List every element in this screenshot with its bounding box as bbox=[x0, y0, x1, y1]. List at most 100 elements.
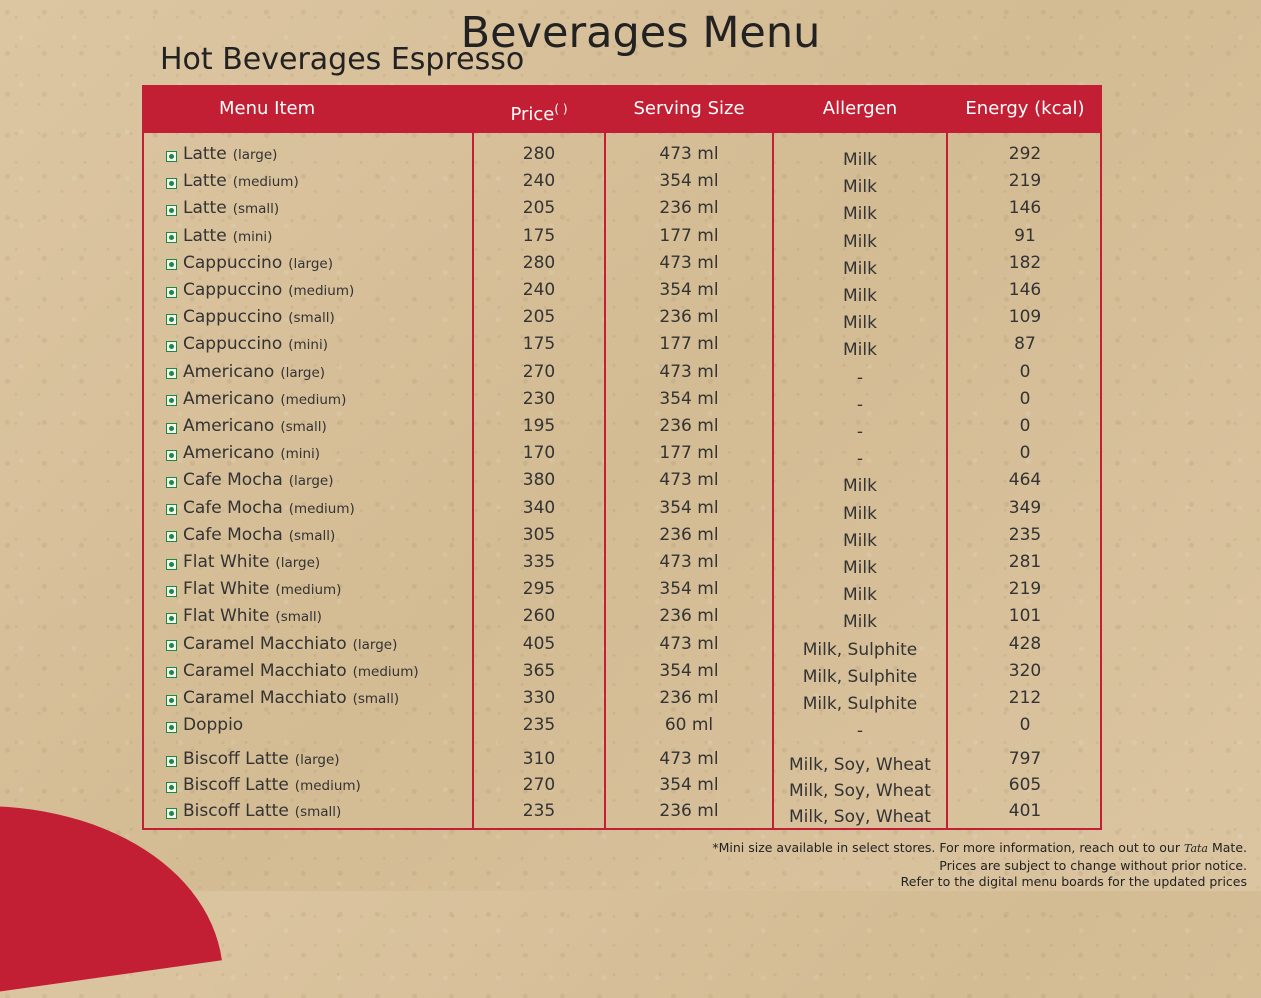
menu-item-size: (large) bbox=[275, 555, 321, 571]
table-row: Latte (small) 205 236 ml Milk 146 bbox=[144, 195, 1100, 224]
price-cell: 195 bbox=[522, 416, 556, 436]
veg-mark-icon bbox=[166, 476, 177, 488]
section-subtitle: Hot Beverages Espresso bbox=[160, 42, 525, 77]
allergen-cell: Milk bbox=[843, 313, 877, 334]
menu-item-cell: Cafe Mocha (small) bbox=[166, 522, 471, 549]
energy-cell: 87 bbox=[1014, 334, 1036, 355]
table-row: Cappuccino (small) 205 236 ml Milk 109 bbox=[144, 304, 1100, 333]
allergen-cell: Milk bbox=[843, 286, 877, 306]
currency-symbol: ( ) bbox=[554, 102, 568, 116]
menu-item-size: (large) bbox=[288, 473, 334, 490]
allergen-cell: Milk bbox=[843, 177, 877, 198]
menu-item-name: Latte bbox=[183, 171, 227, 192]
serving-size-cell: 354 ml bbox=[659, 171, 719, 192]
table-row: Cappuccino (mini) 175 177 ml Milk 87 bbox=[144, 331, 1100, 360]
allergen-cell: Milk bbox=[843, 258, 877, 279]
menu-item-cell: Latte (large) bbox=[166, 141, 471, 168]
price-cell: 335 bbox=[522, 552, 556, 572]
menu-item-name: Biscoff Latte bbox=[183, 775, 289, 795]
menu-item-size: (small) bbox=[352, 691, 400, 707]
table-row: Cafe Mocha (medium) 340 354 ml Milk 349 bbox=[144, 495, 1100, 524]
price-cell: 175 bbox=[522, 225, 556, 246]
energy-cell: 0 bbox=[1019, 361, 1031, 382]
table-row: Cappuccino (large) 280 473 ml Milk 182 bbox=[144, 250, 1100, 279]
allergen-cell: Milk bbox=[843, 340, 877, 361]
menu-item-name: Latte bbox=[183, 225, 227, 246]
table-row: Americano (large) 270 473 ml - 0 bbox=[144, 359, 1100, 388]
menu-item-name: Cafe Mocha bbox=[183, 470, 283, 491]
serving-size-cell: 354 ml bbox=[659, 497, 719, 518]
table-row: Americano (small) 195 236 ml - 0 bbox=[144, 413, 1100, 442]
menu-item-name: Flat White bbox=[183, 606, 270, 627]
price-cell: 330 bbox=[522, 688, 556, 708]
energy-cell: 797 bbox=[1008, 749, 1042, 769]
price-cell: 270 bbox=[522, 775, 556, 795]
footnote-text: *Mini size available in select stores. F… bbox=[712, 840, 1180, 855]
table-row: Latte (large) 280 473 ml Milk 292 bbox=[144, 141, 1100, 170]
veg-mark-icon bbox=[166, 612, 177, 624]
serving-size-cell: 473 ml bbox=[659, 749, 719, 769]
menu-item-cell: Biscoff Latte (large) bbox=[166, 746, 471, 773]
price-cell: 235 bbox=[522, 801, 556, 821]
veg-mark-icon bbox=[166, 640, 177, 652]
menu-item-name: Caramel Macchiato bbox=[183, 660, 347, 681]
allergen-cell: - bbox=[856, 422, 864, 442]
energy-cell: 146 bbox=[1008, 198, 1042, 219]
menu-item-cell: Americano (small) bbox=[166, 413, 471, 440]
menu-item-size: (mini) bbox=[232, 228, 273, 245]
header-serving-size: Serving Size bbox=[633, 98, 745, 119]
veg-mark-icon bbox=[166, 340, 177, 352]
table-header: Menu Item Price( ) Serving Size Allergen… bbox=[144, 87, 1100, 133]
menu-item-name: Cafe Mocha bbox=[183, 524, 283, 545]
veg-mark-icon bbox=[166, 177, 177, 189]
menu-item-name: Caramel Macchiato bbox=[183, 633, 347, 654]
menu-item-size: (mini) bbox=[288, 337, 328, 354]
energy-cell: 292 bbox=[1008, 144, 1042, 164]
serving-size-cell: 354 ml bbox=[659, 660, 719, 681]
header-energy: Energy (kcal) bbox=[965, 98, 1085, 119]
menu-item-cell: Cappuccino (large) bbox=[166, 250, 471, 277]
energy-cell: 0 bbox=[1019, 388, 1031, 409]
menu-item-size: (small) bbox=[280, 419, 327, 435]
price-cell: 270 bbox=[522, 361, 556, 382]
menu-item-size: (small) bbox=[294, 804, 342, 820]
table-row: Americano (medium) 230 354 ml - 0 bbox=[144, 386, 1100, 415]
menu-item-name: Americano bbox=[183, 443, 275, 464]
veg-mark-icon bbox=[166, 368, 177, 380]
veg-mark-icon bbox=[166, 531, 177, 543]
menu-item-name: Cappuccino bbox=[183, 280, 283, 300]
menu-item-size: (medium) bbox=[352, 663, 419, 680]
energy-cell: 401 bbox=[1008, 801, 1042, 821]
menu-item-size: (small) bbox=[288, 527, 336, 544]
allergen-cell: Milk bbox=[843, 150, 877, 170]
table-row: Biscoff Latte (small) 235 236 ml Milk, Soy, … bbox=[144, 798, 1100, 827]
veg-mark-icon bbox=[166, 504, 177, 516]
allergen-cell: Milk bbox=[843, 530, 877, 551]
veg-mark-icon bbox=[166, 286, 177, 298]
table-row: Caramel Macchiato (large) 405 473 ml Milk, S… bbox=[144, 631, 1100, 660]
price-cell: 305 bbox=[522, 524, 556, 545]
energy-cell: 0 bbox=[1019, 715, 1031, 736]
menu-item-name: Latte bbox=[183, 198, 227, 219]
menu-item-size: (large) bbox=[294, 752, 340, 768]
table-row: Doppio 235 60 ml - 0 bbox=[144, 712, 1100, 741]
menu-item-name: Americano bbox=[183, 361, 275, 382]
veg-mark-icon bbox=[166, 232, 177, 244]
allergen-cell: Milk, Soy, Wheat bbox=[789, 755, 931, 775]
table-row: Latte (medium) 240 354 ml Milk 219 bbox=[144, 168, 1100, 197]
veg-mark-icon bbox=[166, 150, 177, 162]
energy-cell: 428 bbox=[1008, 633, 1042, 654]
price-cell: 405 bbox=[522, 633, 556, 654]
brand-logo-text: Tata bbox=[1183, 842, 1208, 855]
allergen-cell: - bbox=[856, 721, 864, 742]
table-row: Flat White (medium) 295 354 ml Milk 219 bbox=[144, 576, 1100, 605]
veg-mark-icon bbox=[166, 755, 177, 767]
menu-item-cell: Americano (mini) bbox=[166, 440, 471, 467]
footnote-text: Mate. bbox=[1211, 840, 1247, 855]
column-divider bbox=[604, 133, 606, 828]
allergen-cell: Milk bbox=[843, 585, 877, 606]
energy-cell: 212 bbox=[1008, 688, 1042, 708]
serving-size-cell: 354 ml bbox=[659, 579, 719, 600]
menu-item-name: Americano bbox=[183, 416, 275, 436]
menu-item-size: (large) bbox=[288, 255, 333, 272]
